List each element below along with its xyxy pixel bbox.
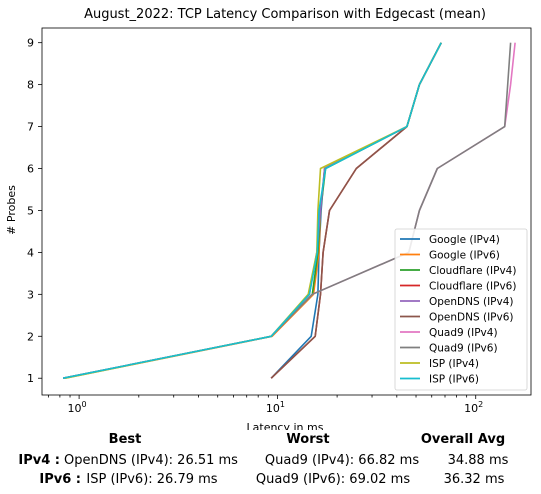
legend-label-7: Quad9 (IPv6)	[429, 343, 498, 355]
y-tick-label-5: 6	[27, 163, 34, 176]
y-tick-label-4: 5	[27, 204, 34, 217]
legend-label-9: ISP (IPv6)	[429, 374, 479, 386]
row-label-ipv4: IPv4 :	[18, 453, 60, 468]
x-tick-label-2: 102	[464, 400, 483, 415]
y-tick-label-3: 4	[27, 246, 34, 259]
row-label-ipv6: IPv6 :	[39, 472, 81, 487]
series-line-1	[65, 43, 441, 379]
y-tick-label-2: 3	[27, 288, 34, 301]
y-tick-label-8: 9	[27, 37, 34, 50]
x-tick-label-1: 101	[266, 400, 285, 415]
y-axis-label: # Probes	[5, 185, 18, 235]
ipv6-best: ISP (IPv6): 26.79 ms	[86, 472, 217, 487]
x-axis: 100 101 102	[48, 395, 483, 415]
legend-label-1: Google (IPv6)	[429, 250, 500, 262]
legend: Google (IPv4) Google (IPv6) Cloudflare (IP…	[395, 229, 527, 390]
header-worst: Worst	[286, 432, 329, 447]
legend-label-0: Google (IPv4)	[429, 234, 500, 246]
legend-label-4: OpenDNS (IPv4)	[429, 296, 514, 308]
ipv6-avg: 36.32 ms	[444, 472, 505, 487]
legend-label-2: Cloudflare (IPv4)	[429, 265, 516, 277]
legend-label-5: OpenDNS (IPv6)	[429, 312, 514, 324]
series-line-4	[63, 43, 441, 379]
ipv4-avg: 34.88 ms	[448, 453, 509, 468]
legend-label-8: ISP (IPv4)	[429, 358, 479, 370]
y-tick-label-7: 8	[27, 79, 34, 92]
ipv4-worst: Quad9 (IPv4): 66.82 ms	[265, 453, 419, 468]
header-best: Best	[109, 432, 142, 447]
series-line-2	[63, 43, 441, 379]
y-tick-label-6: 7	[27, 121, 34, 134]
legend-label-3: Cloudflare (IPv6)	[429, 281, 516, 293]
summary-table: Best Worst Overall Avg IPv4 : OpenDNS (I…	[0, 430, 541, 494]
latency-chart: August_2022: TCP Latency Comparison with…	[0, 0, 541, 430]
ipv4-best: OpenDNS (IPv4): 26.51 ms	[64, 453, 238, 468]
series-line-8	[65, 43, 441, 379]
y-tick-label-1: 2	[27, 330, 34, 343]
series-line-9	[63, 43, 441, 379]
chart-title: August_2022: TCP Latency Comparison with…	[84, 7, 486, 22]
legend-label-6: Quad9 (IPv4)	[429, 327, 498, 339]
y-tick-label-0: 1	[27, 372, 34, 385]
ipv6-worst: Quad9 (IPv6): 69.02 ms	[256, 472, 410, 487]
header-overall-avg: Overall Avg	[421, 432, 505, 447]
x-axis-label: Latency in ms	[247, 421, 324, 430]
x-tick-label-0: 100	[68, 400, 87, 415]
y-axis: 1 2 3 4 5 6 7 8 9	[27, 37, 42, 386]
